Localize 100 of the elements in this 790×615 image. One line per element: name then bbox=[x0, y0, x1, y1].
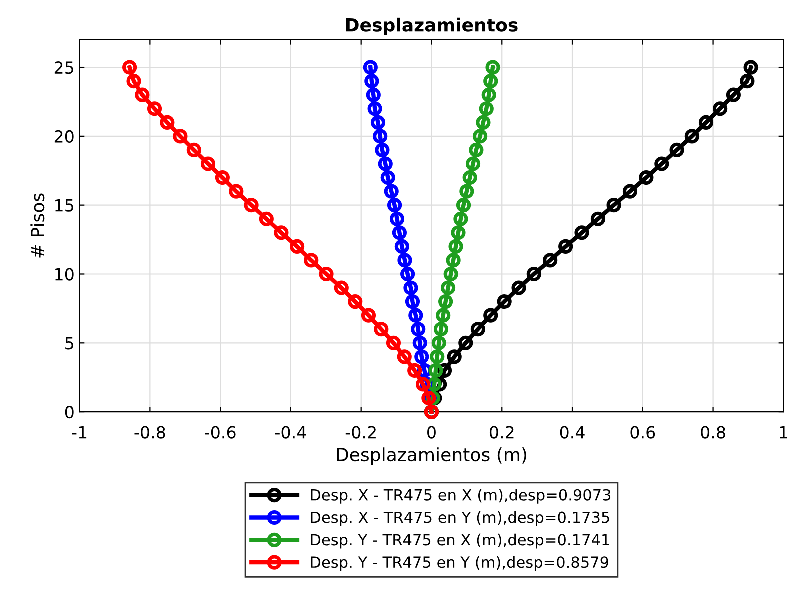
point bbox=[387, 198, 402, 213]
point bbox=[432, 336, 446, 350]
point bbox=[397, 350, 412, 364]
point bbox=[368, 102, 382, 116]
point bbox=[447, 350, 462, 364]
point bbox=[373, 129, 388, 144]
point bbox=[348, 294, 363, 310]
point bbox=[405, 294, 420, 310]
point bbox=[412, 336, 428, 350]
point bbox=[479, 102, 494, 116]
x-tick-label: -0.2 bbox=[346, 426, 376, 439]
legend-label: Desp. Y - TR475 en Y (m),desp=0.8579 bbox=[311, 556, 608, 572]
point bbox=[684, 129, 700, 144]
point bbox=[606, 198, 622, 213]
point bbox=[215, 170, 230, 186]
x-tick-label: -0.8 bbox=[134, 426, 166, 439]
point bbox=[713, 102, 728, 116]
y-tick-label: 5 bbox=[66, 337, 74, 350]
point bbox=[654, 156, 670, 172]
point bbox=[639, 170, 654, 186]
point bbox=[558, 239, 574, 254]
y-tick-label: 20 bbox=[54, 130, 74, 144]
point bbox=[460, 184, 474, 199]
point bbox=[364, 74, 380, 89]
point bbox=[259, 212, 274, 226]
point bbox=[411, 322, 426, 337]
point bbox=[497, 294, 512, 310]
legend-label: Desp. X - TR475 en X (m),desp=0.9073 bbox=[311, 489, 611, 504]
point bbox=[390, 212, 405, 226]
x-tick-label: -0.4 bbox=[276, 426, 306, 439]
chart-title: Desplazamientos bbox=[346, 18, 518, 36]
x-axis-title: Desplazamientos (m) bbox=[337, 448, 526, 466]
point bbox=[543, 253, 558, 268]
x-tick-label: 0.2 bbox=[490, 426, 514, 439]
point bbox=[698, 115, 714, 130]
point bbox=[574, 226, 590, 240]
point bbox=[428, 363, 444, 378]
point bbox=[744, 60, 758, 75]
point bbox=[454, 212, 468, 226]
point bbox=[470, 322, 486, 337]
point bbox=[122, 60, 138, 75]
legend-label: Desp. Y - TR475 en X (m),desp=0.1741 bbox=[311, 534, 610, 549]
point bbox=[200, 156, 216, 172]
point bbox=[319, 266, 334, 282]
point bbox=[274, 226, 289, 240]
point bbox=[366, 88, 381, 102]
point bbox=[414, 350, 430, 364]
point bbox=[334, 280, 349, 296]
y-tick-label: 0 bbox=[65, 406, 74, 419]
point bbox=[451, 226, 466, 240]
legend-label: Desp. X - TR475 en Y (m),desp=0.1735 bbox=[311, 511, 610, 526]
point bbox=[229, 184, 244, 199]
y-tick-label: 10 bbox=[56, 268, 74, 281]
x-tick-label: 0.4 bbox=[560, 426, 585, 439]
point bbox=[186, 142, 202, 158]
point bbox=[375, 142, 390, 158]
point bbox=[363, 60, 378, 75]
point bbox=[456, 198, 472, 213]
point bbox=[444, 266, 458, 282]
point bbox=[386, 336, 402, 350]
point bbox=[416, 377, 431, 392]
x-tick-label: 1 bbox=[780, 426, 788, 439]
point bbox=[526, 266, 542, 282]
point bbox=[469, 142, 484, 158]
point bbox=[466, 156, 481, 172]
point bbox=[244, 198, 259, 213]
point bbox=[430, 350, 445, 364]
point bbox=[378, 156, 393, 172]
point bbox=[380, 170, 396, 186]
x-tick-label: -0.6 bbox=[205, 426, 236, 439]
point bbox=[476, 115, 491, 130]
point bbox=[173, 129, 188, 144]
point bbox=[160, 115, 175, 130]
point bbox=[304, 253, 319, 268]
point bbox=[473, 129, 488, 144]
point bbox=[394, 239, 410, 254]
point bbox=[484, 308, 498, 323]
point bbox=[446, 253, 461, 268]
point bbox=[400, 266, 416, 282]
point bbox=[590, 212, 606, 226]
point bbox=[512, 280, 526, 296]
point bbox=[482, 88, 496, 102]
point bbox=[440, 280, 456, 296]
x-tick-label: 0.8 bbox=[701, 426, 726, 439]
point bbox=[458, 336, 474, 350]
point bbox=[126, 74, 142, 89]
y-tick-label: 25 bbox=[54, 62, 74, 74]
point bbox=[408, 363, 422, 378]
x-tick-label: 0 bbox=[428, 426, 436, 439]
point bbox=[135, 88, 150, 102]
point bbox=[384, 184, 399, 199]
point bbox=[404, 280, 418, 296]
x-tick-label: 0.6 bbox=[630, 426, 656, 439]
point bbox=[370, 115, 386, 130]
point bbox=[408, 308, 424, 323]
point bbox=[398, 253, 412, 268]
point bbox=[434, 322, 449, 337]
point bbox=[740, 74, 755, 89]
point bbox=[147, 102, 162, 116]
point bbox=[361, 308, 376, 323]
